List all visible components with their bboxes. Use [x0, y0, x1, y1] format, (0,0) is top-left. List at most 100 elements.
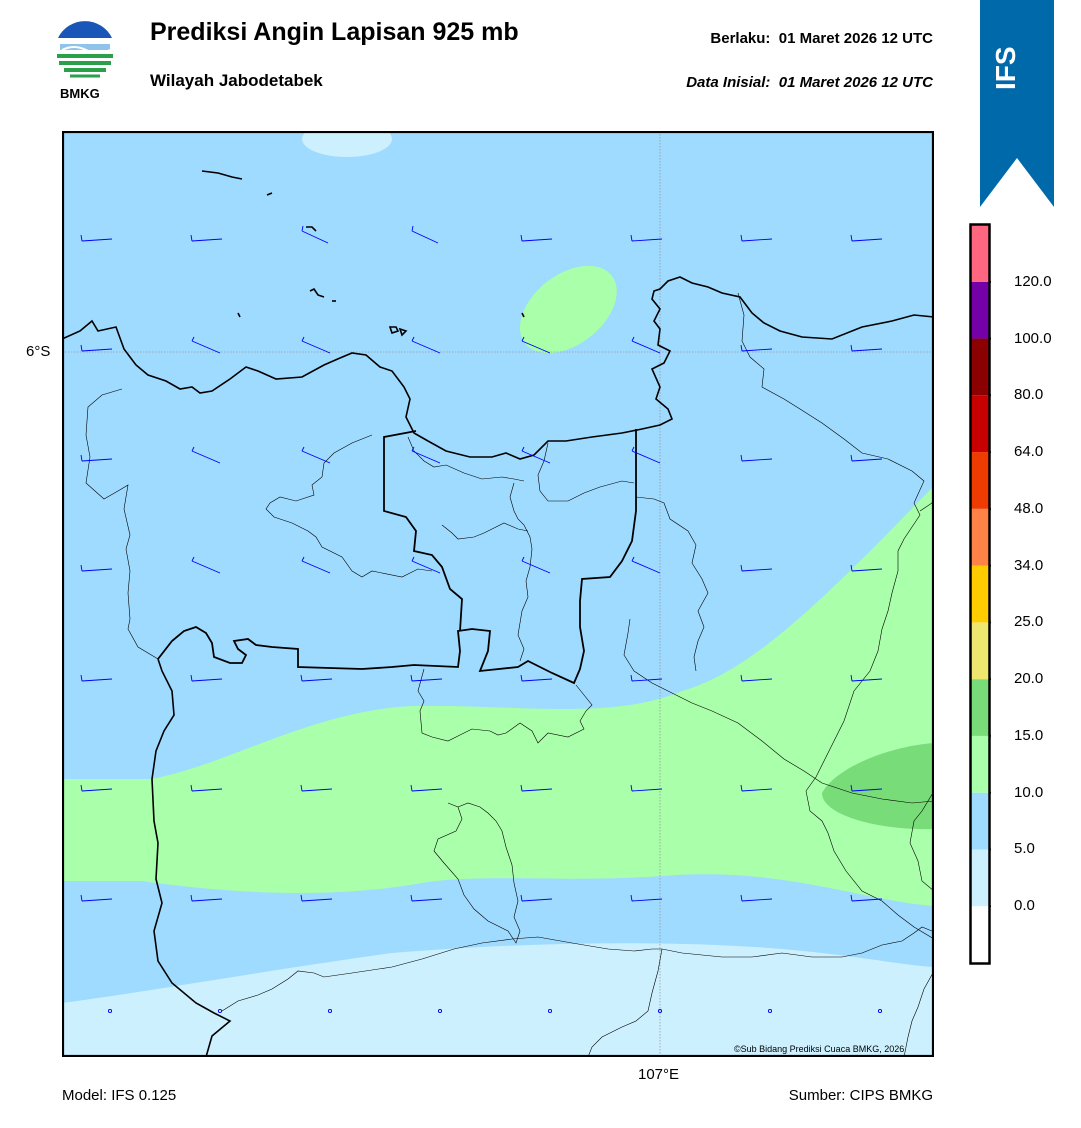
calm-wind-marker: [877, 1008, 883, 1014]
wind-barb: [190, 234, 223, 242]
wind-barb: [740, 784, 773, 792]
colorbar-label: 100.0: [1014, 329, 1052, 347]
colorbar-segment: [971, 225, 989, 282]
wind-barb: [520, 234, 553, 242]
wind-barb: [740, 234, 773, 242]
wind-barb: [740, 894, 773, 902]
shading-10-15-band: [62, 486, 934, 906]
ifs-badge: [980, 0, 1056, 215]
wind-barb: [191, 336, 221, 354]
wind-barb: [521, 336, 551, 354]
colorbar-segment: [971, 849, 989, 907]
ifs-badge-label: IFS: [990, 46, 1021, 90]
lat-tick-label: 6°S: [26, 343, 51, 360]
chart-title: Prediksi Angin Lapisan 925 mb: [150, 18, 519, 46]
calm-wind-marker: [767, 1008, 773, 1014]
wind-barb: [190, 674, 223, 682]
colorbar-segment: [971, 508, 989, 566]
colorbar-label: 80.0: [1014, 386, 1044, 404]
regency-borders: [85, 292, 935, 1058]
jakarta-border: [383, 430, 463, 632]
wind-barb: [630, 784, 663, 792]
wind-barb: [740, 674, 773, 682]
calm-wind-marker: [437, 1008, 443, 1014]
wind-barb: [411, 225, 439, 244]
wind-barb: [521, 446, 551, 464]
colorbar-label: 10.0: [1014, 783, 1044, 801]
calm-wind-marker: [657, 1008, 663, 1014]
colorbar-label: 120.0: [1014, 272, 1052, 290]
wind-barb: [300, 784, 333, 792]
colorbar-label: 34.0: [1014, 556, 1044, 574]
shading-15-20-patch: [822, 743, 934, 830]
shading-10-15-patch: [519, 265, 617, 354]
wind-barb: [80, 564, 113, 572]
colorbar-label: 5.0: [1014, 840, 1035, 858]
thousand-islands: [201, 170, 525, 337]
wind-barb: [411, 556, 441, 574]
wind-barb: [520, 784, 553, 792]
model-label: Model: IFS 0.125: [62, 1087, 177, 1104]
region-subtitle: Wilayah Jabodetabek: [150, 71, 323, 90]
banten-west-coast: [151, 658, 232, 1058]
wind-barb: [80, 784, 113, 792]
wind-barb: [850, 454, 883, 462]
calm-wind-marker: [547, 1008, 553, 1014]
java-north-coastline: [61, 276, 935, 460]
ribbon-shape: [980, 0, 1054, 207]
wind-barb: [630, 894, 663, 902]
colorbar-label: 64.0: [1014, 443, 1044, 461]
colorbar-segment: [971, 395, 989, 453]
colorbar-segment: [971, 338, 989, 396]
calm-wind-marker: [327, 1008, 333, 1014]
wind-barb: [190, 784, 223, 792]
wind-barb: [80, 344, 113, 352]
logo-label: BMKG: [60, 86, 100, 101]
wind-barb: [300, 894, 333, 902]
wind-barb: [191, 556, 221, 574]
wind-barb: [630, 234, 663, 242]
colorbar-label: 15.0: [1014, 726, 1044, 744]
wind-barb: [191, 446, 221, 464]
wind-barb: [300, 674, 333, 682]
wind-barb: [80, 454, 113, 462]
wind-barb: [631, 556, 661, 574]
wind-barb: [410, 894, 443, 902]
calm-wind-marker: [107, 1008, 113, 1014]
colorbar-label: 48.0: [1014, 499, 1044, 517]
wind-barb: [301, 225, 329, 244]
wind-barb: [80, 894, 113, 902]
map-frame: [61, 130, 935, 1058]
wind-barb: [850, 674, 883, 682]
wind-barb: [630, 674, 663, 682]
colorbar-frame: [969, 223, 991, 965]
shading-0-5-south: [62, 943, 934, 1057]
wind-barb: [410, 674, 443, 682]
wind-barb: [301, 556, 331, 574]
colorbar-label: 0.0: [1014, 897, 1035, 915]
colorbar-label: 25.0: [1014, 613, 1044, 631]
wind-barb: [80, 234, 113, 242]
wind-barb: [80, 674, 113, 682]
colorbar-segment: [971, 565, 989, 623]
valid-time: Berlaku: 01 Maret 2026 12 UTC: [710, 30, 933, 47]
wind-barb: [631, 446, 661, 464]
wind-barb: [850, 344, 883, 352]
colorbar: [969, 223, 995, 972]
colorbar-segment: [971, 622, 989, 680]
wind-barb: [411, 446, 441, 464]
calm-wind-marker: [217, 1008, 223, 1014]
wind-barb: [520, 674, 553, 682]
wind-barb: [410, 784, 443, 792]
colorbar-segment: [971, 906, 989, 963]
wind-barb: [521, 556, 551, 574]
bmkg-logo: [52, 20, 118, 87]
wind-barb: [850, 234, 883, 242]
wind-barb: [520, 894, 553, 902]
wind-map: [61, 121, 935, 1062]
wind-barb: [850, 894, 883, 902]
initial-time: Data Inisial: 01 Maret 2026 12 UTC: [686, 74, 933, 91]
lon-tick-label: 107°E: [638, 1066, 680, 1083]
wind-barb: [190, 894, 223, 902]
shading-5-10: [62, 131, 934, 1057]
